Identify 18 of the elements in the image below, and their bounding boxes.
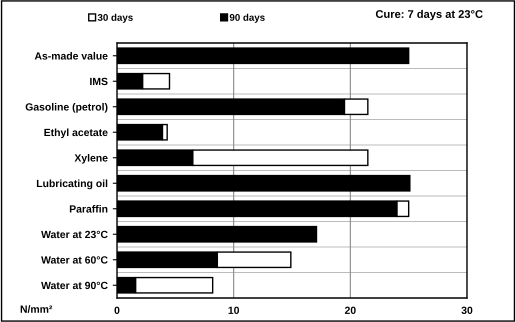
x-tick-label: 30 xyxy=(461,306,472,314)
y-tick-label: Lubricating oil xyxy=(36,179,108,190)
y-tick-label: Water at 23°C xyxy=(41,230,108,238)
y-tick-label: IMS xyxy=(90,78,108,86)
x-tick-label: 0 xyxy=(114,306,120,314)
x-axis-title: N/mm² xyxy=(20,305,52,313)
y-tick-label: Xylene xyxy=(74,154,108,164)
y-tick-label: Paraffin xyxy=(70,204,108,213)
y-tick-label: Ethyl acetate xyxy=(44,128,108,138)
x-tick-label: 10 xyxy=(228,306,240,314)
legend-label: 30 days xyxy=(98,14,133,23)
y-tick-label: Gasoline (petrol) xyxy=(26,102,108,113)
text: Cure: 7 days at 23°C xyxy=(376,10,483,20)
legend-label: 90 days xyxy=(230,14,265,23)
y-tick-label: Water at 60°C xyxy=(41,256,108,264)
y-tick-label: Water at 90°C xyxy=(41,282,108,290)
x-tick-label: 20 xyxy=(344,306,356,314)
y-tick-label: As-made value xyxy=(34,52,108,60)
